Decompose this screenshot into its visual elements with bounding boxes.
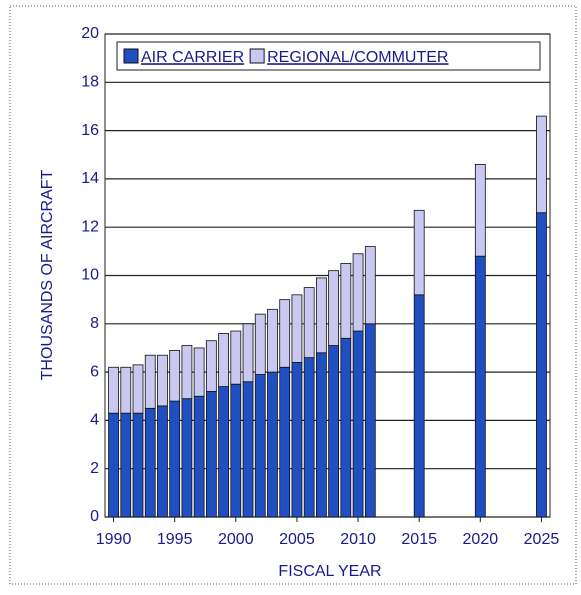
y-tick-label: 12 <box>81 218 99 235</box>
bar <box>169 349 181 402</box>
bar <box>181 398 193 518</box>
y-tick-label: 10 <box>81 267 99 284</box>
bar <box>132 412 144 518</box>
bar <box>120 366 132 414</box>
bar <box>315 277 327 354</box>
legend-swatch <box>123 48 139 64</box>
bar <box>340 337 352 518</box>
bar <box>279 366 291 518</box>
bar <box>218 333 229 387</box>
y-tick-label: 14 <box>81 170 99 187</box>
bar <box>230 383 242 518</box>
bar <box>108 366 119 414</box>
bar <box>303 287 315 359</box>
frame <box>9 5 577 585</box>
y-tick-label: 2 <box>90 460 99 477</box>
x-tick-label: 1995 <box>157 531 193 548</box>
bar <box>254 313 266 375</box>
bar <box>157 405 168 518</box>
bar <box>340 263 352 339</box>
y-tick-label: 6 <box>90 363 99 380</box>
x-tick-label: 2005 <box>279 531 315 548</box>
legend-swatch <box>249 48 265 64</box>
x-tick-label: 2000 <box>218 531 254 548</box>
bar <box>291 362 303 518</box>
bar <box>303 357 315 518</box>
bar <box>315 352 327 518</box>
bar <box>536 212 547 518</box>
bar <box>157 354 168 407</box>
y-tick-label: 8 <box>90 315 99 332</box>
bar <box>242 323 254 383</box>
legend-label: REGIONAL/COMMUTER <box>267 49 448 66</box>
y-tick-label: 16 <box>81 122 99 139</box>
bar <box>193 347 205 397</box>
bar <box>144 407 156 518</box>
y-tick-label: 20 <box>81 25 99 42</box>
bar <box>352 253 364 332</box>
bar <box>267 371 278 518</box>
bar <box>120 412 132 518</box>
bar <box>364 246 376 325</box>
bar <box>291 294 303 363</box>
bar <box>267 308 278 373</box>
y-axis-title: THOUSANDS OF AIRCRAFT <box>39 169 56 380</box>
bar <box>193 395 205 518</box>
bar <box>169 400 181 518</box>
bar <box>230 330 242 385</box>
legend-label: AIR CARRIER <box>141 49 244 66</box>
x-tick-label: 1990 <box>96 531 132 548</box>
bar <box>181 345 193 400</box>
bar <box>218 386 229 518</box>
bar <box>328 270 340 346</box>
x-tick-label: 2020 <box>463 531 499 548</box>
x-tick-label: 2015 <box>401 531 437 548</box>
bar <box>108 412 119 518</box>
bar <box>242 381 254 518</box>
bar <box>144 354 156 409</box>
bar <box>413 209 425 296</box>
x-tick-label: 2010 <box>340 531 376 548</box>
y-tick-label: 18 <box>81 74 99 91</box>
bar <box>413 294 425 518</box>
bar <box>474 255 486 518</box>
bar <box>352 330 364 518</box>
y-tick-label: 4 <box>90 412 99 429</box>
bar <box>205 340 217 392</box>
bar <box>328 345 340 518</box>
bar <box>474 164 486 257</box>
legend-box <box>116 41 541 71</box>
bar <box>536 115 547 214</box>
bar <box>364 323 376 518</box>
bar <box>254 374 266 518</box>
bar <box>132 364 144 414</box>
x-axis-title: FISCAL YEAR <box>278 563 381 580</box>
y-tick-label: 0 <box>90 508 99 525</box>
bar <box>205 391 217 518</box>
bar <box>279 299 291 368</box>
x-tick-label: 2025 <box>524 531 560 548</box>
